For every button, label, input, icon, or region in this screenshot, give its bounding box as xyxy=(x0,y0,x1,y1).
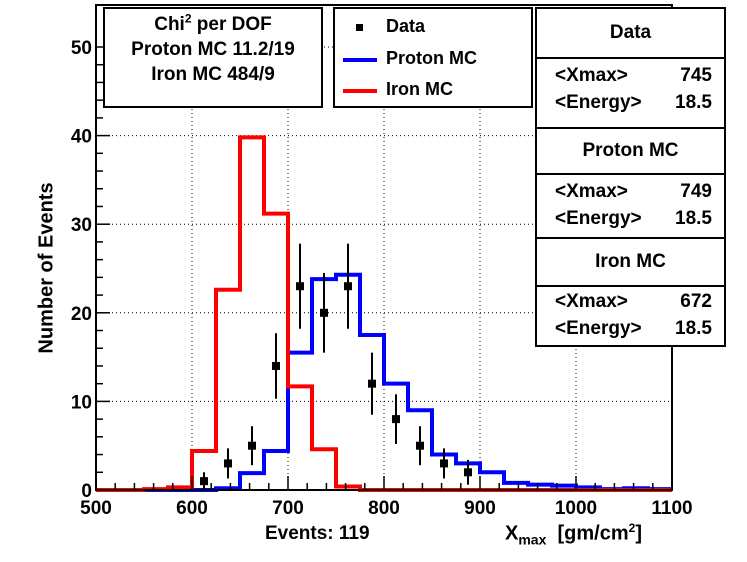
y-tick-label: 30 xyxy=(71,215,92,236)
data-point xyxy=(464,468,472,477)
stats-proton-energy-label: <Energy> xyxy=(555,208,642,229)
data-point xyxy=(200,477,208,486)
chi2-title: Chi2 per DOF xyxy=(154,11,272,35)
stats-proton-energy-value: 18.5 xyxy=(675,208,712,229)
data-point xyxy=(320,308,328,317)
stats-iron-box: <Xmax> 672 <Energy> 18.5 xyxy=(535,285,726,347)
legend-item-iron: Iron MC xyxy=(335,76,531,106)
y-tick-label: 10 xyxy=(71,392,92,413)
stats-data-box: <Xmax> 745 <Energy> 18.5 xyxy=(535,57,726,129)
stats-iron-title: Iron MC xyxy=(595,251,666,272)
chi2-box: Chi2 per DOF Proton MC 11.2/19 Iron MC 4… xyxy=(103,7,323,108)
y-tick-label: 0 xyxy=(81,481,92,502)
legend-line-iron xyxy=(343,89,377,93)
legend-label-data: Data xyxy=(386,16,426,36)
data-point xyxy=(248,441,256,450)
legend-item-data: Data xyxy=(335,13,531,43)
chi2-iron: Iron MC 484/9 xyxy=(151,64,275,85)
data-point xyxy=(416,441,424,450)
stats-proton-title: Proton MC xyxy=(582,140,679,161)
data-point xyxy=(392,415,400,424)
data-point xyxy=(272,361,280,370)
y-tick-label: 50 xyxy=(71,38,92,59)
data-point xyxy=(296,282,304,291)
y-tick-label: 20 xyxy=(71,304,92,325)
stats-proton-xmax-value: 749 xyxy=(680,181,712,202)
stats-iron-title-box: Iron MC xyxy=(535,237,726,287)
stats-data-xmax-value: 745 xyxy=(680,65,712,86)
y-tick-label: 40 xyxy=(71,127,92,148)
x-tick-label: 1100 xyxy=(651,498,692,519)
chi2-proton: Proton MC 11.2/19 xyxy=(131,39,295,60)
x-tick-label: 900 xyxy=(464,498,496,519)
stats-proton-xmax-label: <Xmax> xyxy=(555,181,628,202)
stats-iron-energy-value: 18.5 xyxy=(675,318,712,339)
stats-iron-xmax-value: 672 xyxy=(680,291,712,312)
data-point xyxy=(224,459,232,468)
stats-iron-xmax-label: <Xmax> xyxy=(555,291,628,312)
x-tick-label: 700 xyxy=(272,498,304,519)
legend: Data Proton MC Iron MC xyxy=(333,7,533,108)
stats-data-energy-label: <Energy> xyxy=(555,92,642,113)
x-tick-label: 600 xyxy=(176,498,208,519)
stats-iron-energy-label: <Energy> xyxy=(555,318,642,339)
x-axis-title: Xmax [gm/cm2] xyxy=(505,521,642,548)
stats-proton-box: <Xmax> 749 <Energy> 18.5 xyxy=(535,173,726,239)
legend-marker-data xyxy=(356,24,363,31)
data-point xyxy=(344,282,352,291)
y-axis-title: Number of Events xyxy=(35,182,58,354)
events-count: Events: 119 xyxy=(265,523,370,544)
legend-line-proton xyxy=(343,58,377,62)
stats-data-xmax-label: <Xmax> xyxy=(555,65,628,86)
legend-label-proton: Proton MC xyxy=(386,48,477,68)
stats-data-energy-value: 18.5 xyxy=(675,92,712,113)
legend-label-iron: Iron MC xyxy=(386,79,453,99)
x-tick-label: 800 xyxy=(368,498,400,519)
stats-data-title-box: Data xyxy=(535,7,726,59)
data-point xyxy=(368,379,376,388)
x-tick-label: 1000 xyxy=(555,498,597,519)
stats-data-title: Data xyxy=(609,22,652,43)
stats-proton-title-box: Proton MC xyxy=(535,127,726,175)
legend-item-proton: Proton MC xyxy=(335,45,531,75)
data-point xyxy=(440,459,448,468)
x-tick-label: 500 xyxy=(80,498,112,519)
